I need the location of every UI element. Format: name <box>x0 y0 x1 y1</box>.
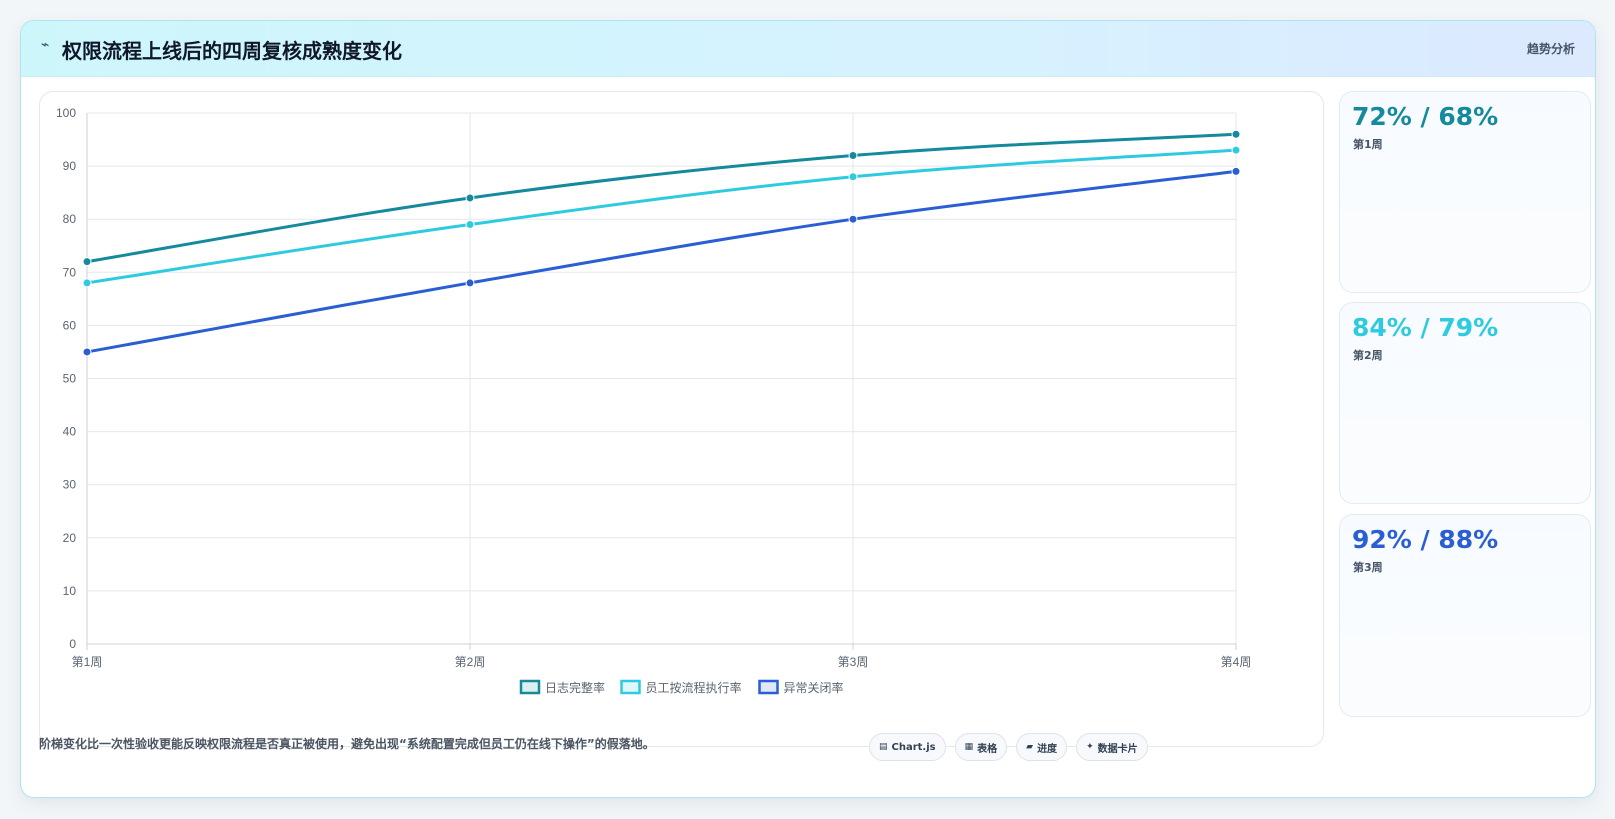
week-card-label: 第2周 <box>1353 349 1383 362</box>
data-point <box>1231 129 1241 139</box>
data-point <box>465 278 475 288</box>
series-line <box>86 169 1237 354</box>
trend-analysis-tag: 趋势分析 <box>1526 42 1575 56</box>
chip-progress[interactable]: ▰ 进度 <box>1016 733 1068 761</box>
legend-label: 员工按流程执行率 <box>646 680 742 695</box>
legend-label: 日志完整率 <box>545 680 605 695</box>
tech-chips: ▤ Chart.js ▦ 表格 ▰ 进度 ✦ 数据卡片 <box>869 733 1148 761</box>
y-tick-label: 50 <box>63 372 77 386</box>
data-point <box>848 150 858 160</box>
y-tick-label: 90 <box>63 159 77 173</box>
series-line <box>86 132 1237 264</box>
data-point <box>82 278 92 288</box>
progress-icon: ▰ <box>1026 742 1034 752</box>
y-tick-label: 0 <box>69 637 76 651</box>
week-card-1: 72% / 68% 第1周 <box>1339 91 1591 293</box>
sparkle-icon: ✦ <box>1086 742 1094 752</box>
card-header: ⌁ 权限流程上线后的四周复核成熟度变化 趋势分析 <box>21 21 1595 77</box>
y-tick-label: 60 <box>63 318 77 332</box>
y-tick-label: 40 <box>63 425 77 439</box>
legend-swatch <box>620 679 641 695</box>
y-tick-label: 10 <box>63 584 77 598</box>
table-icon: ▦ <box>964 742 974 752</box>
y-tick-label: 100 <box>56 106 76 120</box>
data-point <box>82 257 92 267</box>
chip-label: 表格 <box>977 743 998 755</box>
chart-panel: 0 10 20 30 40 50 60 70 80 90 100 第1周 第2周 第3周 第4周日志完整率 员… <box>39 91 1324 747</box>
chart-icon: ▤ <box>879 742 888 752</box>
data-point <box>82 347 92 357</box>
data-point <box>848 172 858 182</box>
week-card-value: 72% / 68% <box>1352 102 1499 131</box>
data-point <box>465 220 475 230</box>
data-point <box>465 193 475 203</box>
week-card-label: 第1周 <box>1353 138 1383 151</box>
week-card-value: 92% / 88% <box>1352 525 1499 554</box>
chip-label: 数据卡片 <box>1097 743 1138 755</box>
y-tick-label: 70 <box>63 265 77 279</box>
chip-label: Chart.js <box>891 741 936 753</box>
chip-data-card[interactable]: ✦ 数据卡片 <box>1076 733 1148 761</box>
x-tick-label: 第2周 <box>455 655 486 669</box>
trend-card: ⌁ 权限流程上线后的四周复核成熟度变化 趋势分析 0 10 20 30 40 50 60 70… <box>20 20 1596 798</box>
data-point <box>1231 145 1241 155</box>
data-point <box>848 214 858 224</box>
chip-table[interactable]: ▦ 表格 <box>954 733 1008 761</box>
chip-chartjs[interactable]: ▤ Chart.js <box>869 733 946 761</box>
pulse-icon: ⌁ <box>41 37 50 53</box>
x-tick-label: 第3周 <box>838 655 869 669</box>
week-card-3: 92% / 88% 第3周 <box>1339 514 1591 717</box>
y-tick-label: 20 <box>63 531 77 545</box>
series-line <box>86 148 1237 285</box>
legend-label: 异常关闭率 <box>784 680 844 695</box>
chip-label: 进度 <box>1037 743 1058 755</box>
x-tick-label: 第4周 <box>1221 655 1252 669</box>
data-point <box>1231 166 1241 176</box>
y-tick-label: 30 <box>63 478 77 492</box>
footnote-text: 阶梯变化比一次性验收更能反映权限流程是否真正被使用，避免出现“系统配置完成但员工… <box>39 737 655 751</box>
x-tick-label: 第1周 <box>72 655 103 669</box>
week-card-value: 84% / 79% <box>1352 313 1499 342</box>
week-card-2: 84% / 79% 第2周 <box>1339 302 1591 504</box>
y-tick-label: 80 <box>63 212 77 226</box>
legend-swatch <box>519 679 541 695</box>
card-title: 权限流程上线后的四周复核成熟度变化 <box>62 39 402 63</box>
week-card-label: 第3周 <box>1353 561 1383 574</box>
legend-swatch <box>758 679 779 695</box>
